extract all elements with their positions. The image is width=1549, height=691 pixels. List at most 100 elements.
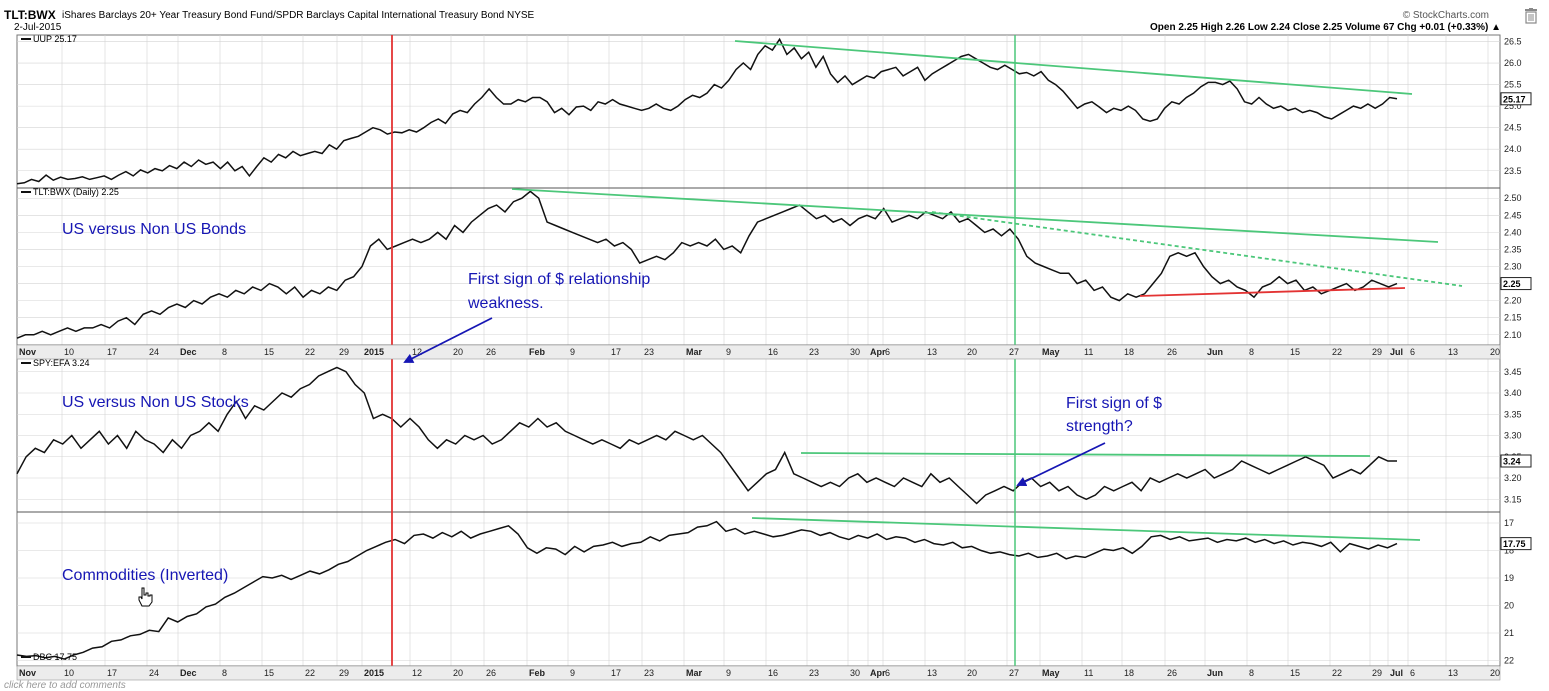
- y-tick-label: 2.45: [1504, 210, 1522, 220]
- x-tick-label: 23: [644, 347, 654, 357]
- x-tick-label: 20: [1490, 668, 1500, 678]
- x-tick-label: Feb: [529, 347, 546, 357]
- y-tick-label: 2.15: [1504, 313, 1522, 323]
- x-tick-label: 8: [222, 347, 227, 357]
- ohlc-readout: Open 2.25 High 2.26 Low 2.24 Close 2.25 …: [1150, 22, 1501, 33]
- exchange-label: NYSE: [506, 10, 535, 21]
- x-tick-label: 23: [809, 668, 819, 678]
- x-tick-label: Apr: [870, 668, 886, 678]
- x-tick-label: 2015: [364, 347, 384, 357]
- trendline: [751, 517, 1421, 541]
- y-tick-label: 2.20: [1504, 296, 1522, 306]
- y-tick-label: 17: [1504, 518, 1514, 528]
- annotation-weakness-line2: weakness.: [467, 295, 544, 312]
- y-tick-label: 2.30: [1504, 262, 1522, 272]
- x-tick-label: May: [1042, 347, 1060, 357]
- legend-label: DBC 17.75: [33, 652, 77, 662]
- y-tick-label: 19: [1504, 573, 1514, 583]
- x-tick-label: 17: [107, 668, 117, 678]
- brand-label[interactable]: © StockCharts.com: [1402, 10, 1489, 21]
- series-line-tltbwx: [16, 190, 1398, 339]
- series-line-dbc: [16, 520, 1398, 660]
- x-tick-label: 6: [885, 668, 890, 678]
- x-tick-label: 17: [611, 347, 621, 357]
- x-tick-label: 23: [644, 668, 654, 678]
- panel2-title: US versus Non US Bonds: [62, 221, 246, 238]
- trendline: [800, 452, 1371, 457]
- x-tick-label: 26: [1167, 347, 1177, 357]
- x-tick-label: 11: [1084, 347, 1093, 357]
- x-tick-label: 8: [222, 668, 227, 678]
- x-tick-label: 6: [1410, 668, 1415, 678]
- y-tick-label: 24.0: [1504, 144, 1522, 154]
- x-tick-label: Dec: [180, 347, 197, 357]
- legend-label: SPY:EFA 3.24: [33, 358, 90, 368]
- x-tick-label: 29: [339, 347, 349, 357]
- x-tick-label: 12: [412, 668, 422, 678]
- trash-icon[interactable]: [1524, 8, 1538, 24]
- y-tick-label: 2.50: [1504, 193, 1522, 203]
- x-tick-label: 20: [967, 668, 977, 678]
- x-tick-label: 8: [1249, 668, 1254, 678]
- x-tick-label: 12: [412, 347, 422, 357]
- y-tick-label: 25.5: [1504, 80, 1522, 90]
- last-value-label: 25.17: [1503, 94, 1526, 104]
- trendline: [511, 188, 1439, 243]
- x-tick-label: Jun: [1207, 347, 1223, 357]
- y-tick-label: 3.40: [1504, 388, 1522, 398]
- y-tick-label: 2.10: [1504, 330, 1522, 340]
- x-tick-label: 10: [64, 668, 74, 678]
- x-tick-label: 20: [453, 668, 463, 678]
- x-tick-label: 22: [1332, 347, 1342, 357]
- x-tick-label: 24: [149, 668, 159, 678]
- x-tick-label: May: [1042, 668, 1060, 678]
- last-value-label: 17.75: [1503, 539, 1526, 549]
- last-value-box: [1500, 277, 1532, 291]
- x-axis-band: [16, 665, 1501, 681]
- x-tick-label: Apr: [870, 347, 886, 357]
- x-tick-label: Mar: [686, 347, 703, 357]
- x-tick-label: 29: [339, 668, 349, 678]
- x-tick-label: Dec: [180, 668, 197, 678]
- y-tick-label: 22: [1504, 656, 1514, 666]
- x-tick-label: 30: [850, 668, 860, 678]
- x-tick-label: 6: [885, 347, 890, 357]
- annotation-weakness-line1: First sign of $ relationship: [468, 271, 650, 288]
- hand-pointer-icon: [138, 587, 153, 607]
- x-tick-label: 13: [927, 347, 937, 357]
- x-tick-label: 9: [570, 347, 575, 357]
- y-tick-label: 24.5: [1504, 123, 1522, 133]
- chart-symbol: TLT:BWX: [4, 8, 56, 22]
- y-tick-label: 3.15: [1504, 494, 1522, 504]
- x-tick-label: 10: [64, 347, 74, 357]
- x-tick-label: 24: [149, 347, 159, 357]
- x-tick-label: 16: [768, 668, 778, 678]
- last-value-box: [1500, 537, 1532, 551]
- y-tick-label: 20: [1504, 601, 1514, 611]
- x-tick-label: 27: [1009, 668, 1019, 678]
- description-text: iShares Barclays 20+ Year Treasury Bond …: [62, 10, 505, 21]
- x-tick-label: 23: [809, 347, 819, 357]
- panel4-title: Commodities (Inverted): [62, 567, 228, 584]
- annotation-strength-line2: strength?: [1066, 418, 1133, 435]
- x-tick-label: 13: [1448, 347, 1458, 357]
- x-tick-label: Jul: [1390, 668, 1403, 678]
- trendline: [1139, 287, 1406, 297]
- x-tick-label: 29: [1372, 347, 1382, 357]
- chart-description: iShares Barclays 20+ Year Treasury Bond …: [62, 10, 534, 21]
- x-tick-label: 9: [726, 347, 731, 357]
- y-tick-label: 2.35: [1504, 244, 1522, 254]
- x-tick-label: 15: [1290, 347, 1300, 357]
- y-tick-label: 21: [1504, 628, 1514, 638]
- x-tick-label: 11: [1084, 668, 1093, 678]
- x-tick-label: 22: [305, 347, 315, 357]
- x-tick-label: 13: [927, 668, 937, 678]
- y-tick-label: 3.35: [1504, 409, 1522, 419]
- panel3-title: US versus Non US Stocks: [62, 394, 249, 411]
- x-tick-label: Nov: [19, 668, 36, 678]
- x-tick-label: 18: [1124, 347, 1134, 357]
- x-tick-label: 20: [1490, 347, 1500, 357]
- x-tick-label: 8: [1249, 347, 1254, 357]
- arrow-strength: [1016, 442, 1106, 487]
- add-comments-link[interactable]: click here to add comments: [4, 680, 126, 691]
